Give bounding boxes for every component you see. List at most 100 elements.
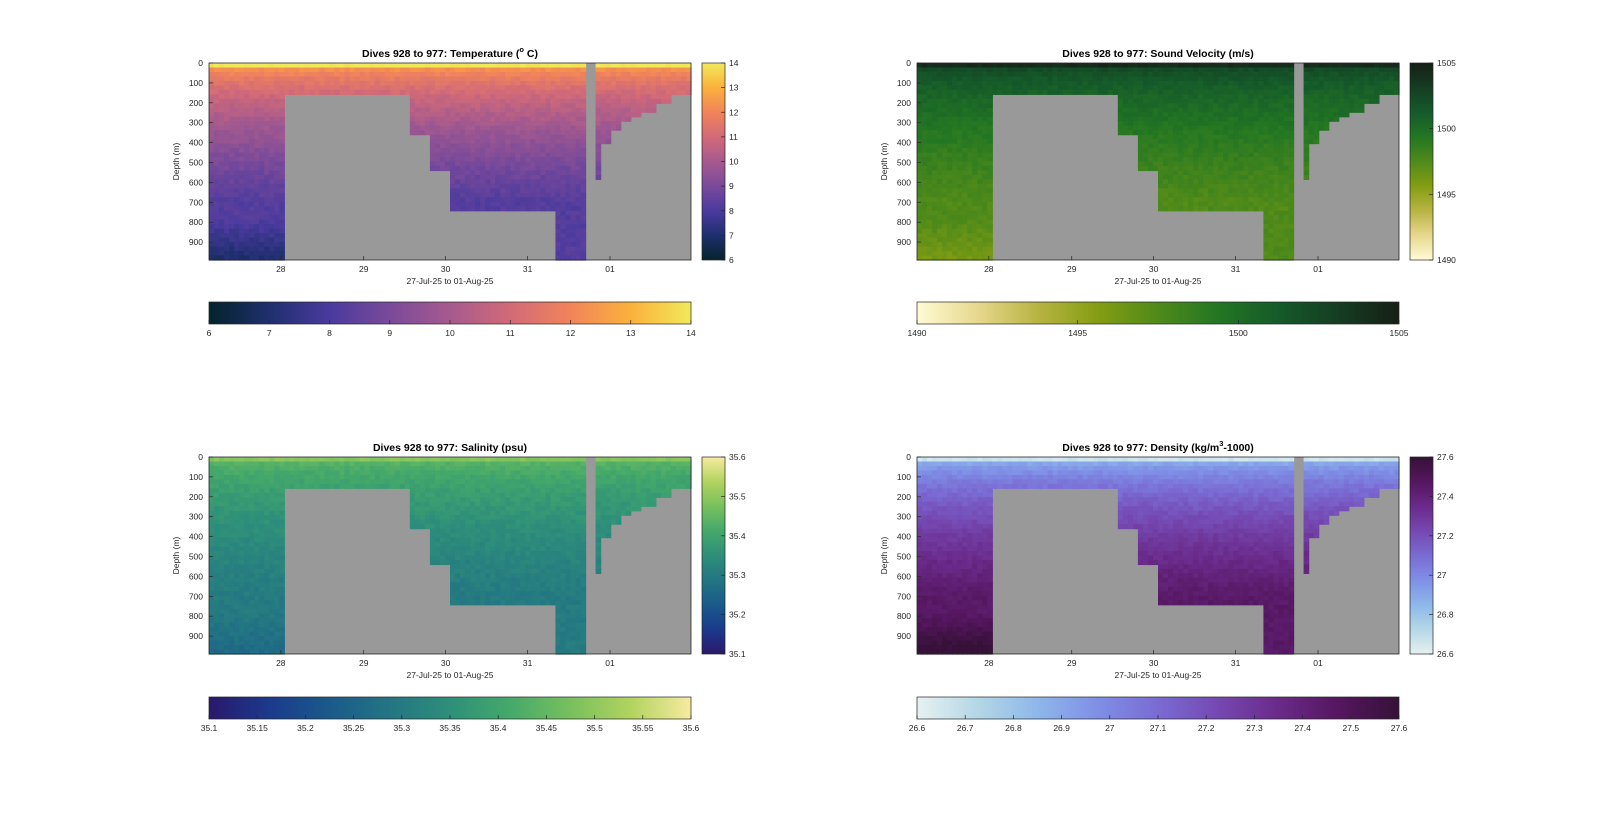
heatmap-cell	[1283, 157, 1290, 163]
heatmap-cell	[962, 188, 968, 194]
heatmap-cell	[224, 233, 230, 239]
heatmap-cell	[1278, 121, 1285, 127]
heatmap-cell	[1353, 94, 1360, 100]
heatmap-cell	[545, 76, 552, 82]
heatmap-cell	[670, 89, 677, 95]
heatmap-cell	[1278, 103, 1285, 109]
heatmap-cell	[947, 139, 953, 145]
heatmap-cell	[555, 71, 562, 78]
heatmap-cell	[1348, 107, 1355, 113]
heatmap-cell	[1117, 121, 1124, 127]
heatmap-cell	[922, 197, 928, 203]
heatmap-cell	[1278, 174, 1285, 181]
heatmap-cell	[419, 63, 426, 69]
heatmap-cell	[234, 461, 240, 467]
heatmap-cell	[244, 116, 250, 122]
heatmap-cell	[254, 192, 260, 198]
heatmap-cell	[570, 89, 577, 95]
heatmap-cell	[455, 107, 461, 113]
heatmap-cell	[234, 174, 240, 181]
heatmap-cell	[1288, 89, 1295, 95]
heatmap-cell	[470, 179, 476, 185]
heatmap-cell	[259, 192, 265, 198]
heatmap-cell	[1228, 170, 1234, 176]
heatmap-cell	[224, 604, 230, 610]
heatmap-cell	[555, 242, 562, 248]
heatmap-cell	[475, 80, 481, 86]
heatmap-cell	[615, 76, 622, 82]
heatmap-cell	[269, 67, 275, 73]
heatmap-cell	[1233, 94, 1239, 100]
heatmap-cell	[957, 206, 963, 212]
heatmap-cell	[439, 165, 446, 172]
heatmap-cell	[962, 98, 968, 104]
heatmap-cell	[249, 103, 255, 109]
heatmap-cell	[244, 474, 250, 480]
heatmap-cell	[229, 604, 235, 610]
heatmap-cell	[917, 197, 923, 203]
heatmap-cell	[917, 161, 923, 167]
heatmap-cell	[1183, 165, 1189, 172]
heatmap-cell	[1218, 188, 1224, 194]
heatmap-cell	[515, 63, 521, 69]
heatmap-cell	[1288, 251, 1295, 257]
heatmap-cell	[1248, 130, 1254, 136]
heatmap-cell	[1027, 80, 1034, 86]
heatmap-cell	[505, 76, 511, 82]
heatmap-cell	[645, 71, 652, 78]
heatmap-cell	[560, 157, 567, 163]
heatmap-cell	[224, 577, 230, 583]
heatmap-cell	[224, 488, 230, 494]
heatmap-cell	[610, 116, 617, 122]
heatmap-cell	[264, 179, 270, 185]
heatmap-cell	[1107, 67, 1114, 73]
heatmap-cell	[1203, 94, 1209, 100]
heatmap-cell	[465, 121, 471, 127]
heatmap-cell	[655, 63, 662, 69]
heatmap-cell	[219, 224, 225, 230]
heatmap-cell	[560, 206, 567, 212]
heatmap-cell	[234, 533, 240, 539]
heatmap-cell	[244, 492, 250, 498]
heatmap-cell	[229, 183, 235, 189]
heatmap-cell	[214, 174, 220, 181]
heatmap-cell	[942, 210, 948, 216]
heatmap-cell	[399, 76, 406, 82]
heatmap-cell	[525, 89, 531, 95]
heatmap-cell	[927, 246, 933, 252]
heatmap-cell	[239, 210, 245, 216]
heatmap-cell	[550, 206, 557, 212]
heatmap-cell	[1353, 89, 1360, 95]
heatmap-cell	[244, 143, 250, 149]
heatmap-cell	[1213, 125, 1219, 131]
heatmap-cell	[209, 470, 215, 476]
heatmap-cell	[530, 143, 536, 149]
heatmap-cell	[500, 121, 506, 127]
heatmap-cell	[1168, 71, 1174, 78]
heatmap-cell	[500, 197, 506, 203]
heatmap-cell	[1142, 130, 1149, 136]
heatmap-cell	[1333, 98, 1340, 104]
heatmap-cell	[475, 161, 481, 167]
heatmap-cell	[249, 94, 255, 100]
heatmap-cell	[962, 237, 968, 243]
heatmap-cell	[480, 130, 486, 136]
heatmap-cell	[565, 183, 572, 189]
heatmap-cell	[294, 63, 300, 69]
heatmap-cell	[922, 215, 928, 221]
heatmap-cell	[254, 533, 260, 539]
heatmap-cell	[414, 67, 421, 73]
heatmap-cell	[214, 224, 220, 230]
heatmap-cell	[259, 157, 265, 163]
heatmap-cell	[470, 76, 476, 82]
heatmap-cell	[455, 170, 461, 176]
heatmap-cell	[1223, 192, 1229, 198]
heatmap-cell	[962, 107, 968, 113]
colorbar-horizontal	[916, 301, 1400, 325]
heatmap-cell	[239, 107, 245, 113]
heatmap-cell	[359, 71, 366, 78]
heatmap-cell	[525, 174, 531, 181]
heatmap-cell	[264, 63, 270, 69]
heatmap-cell	[927, 112, 933, 118]
heatmap-cell	[1193, 94, 1199, 100]
